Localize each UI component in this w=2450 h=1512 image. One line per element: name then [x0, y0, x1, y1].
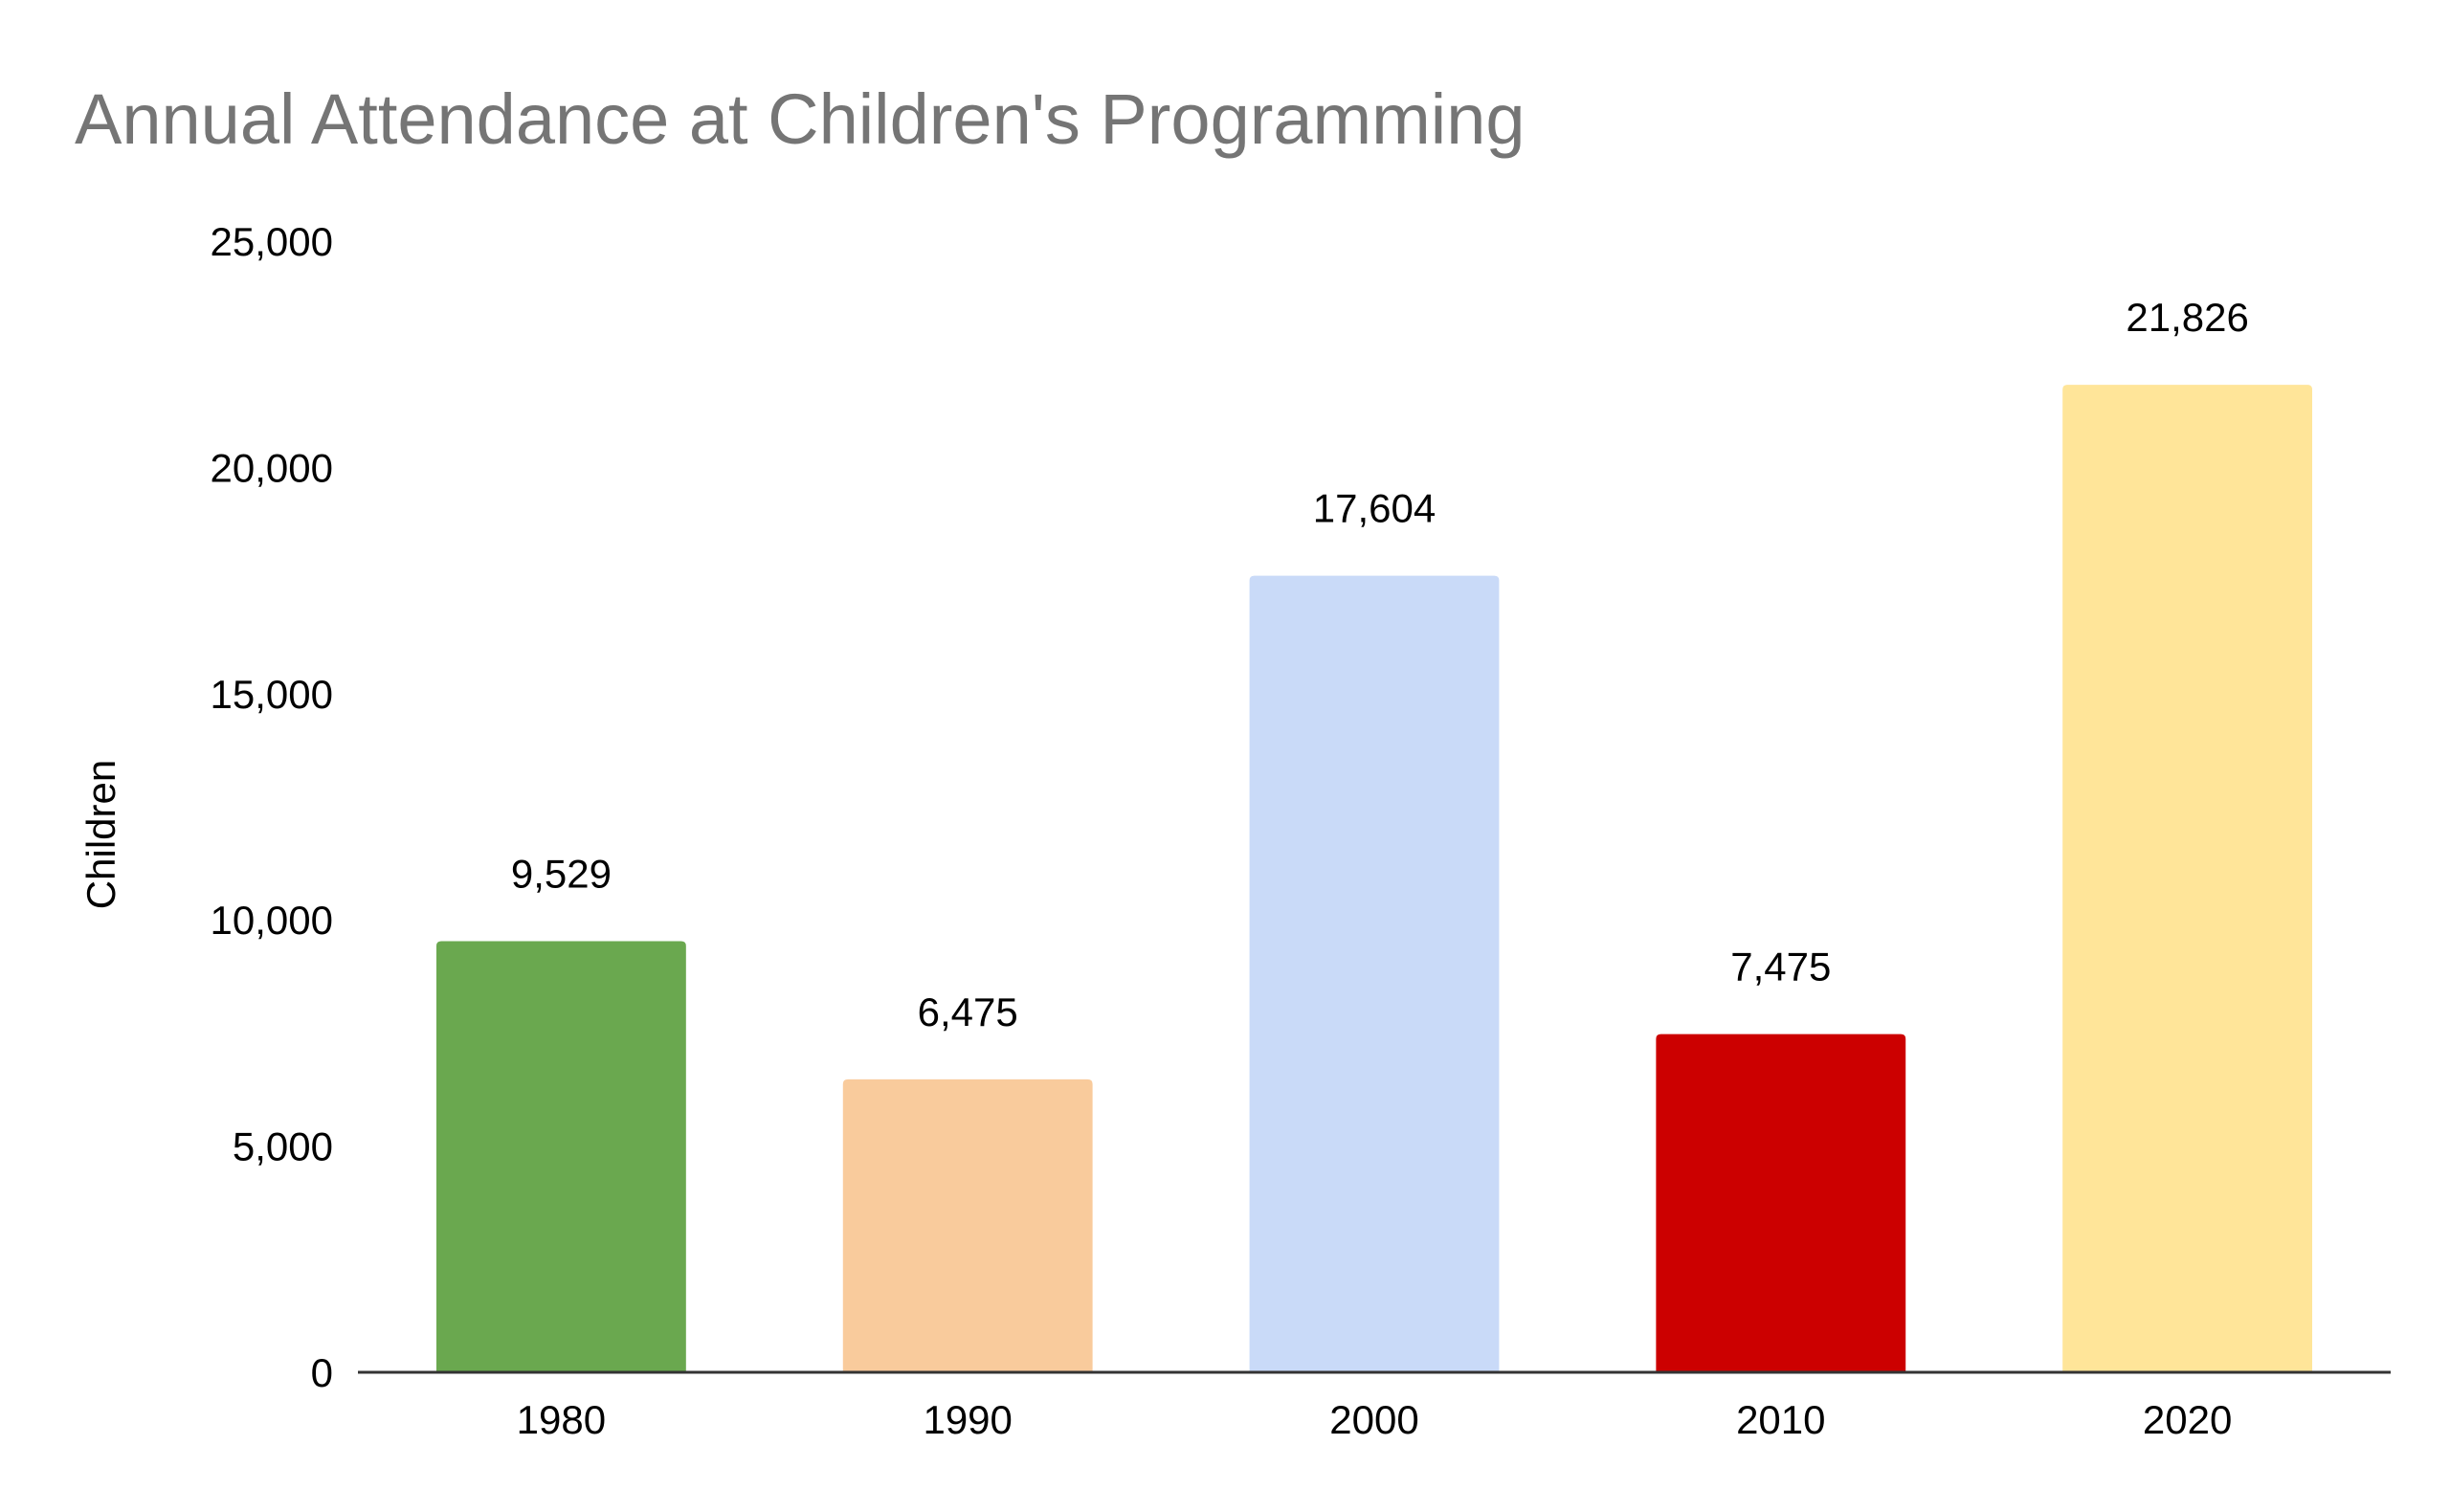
x-tick-label: 1980	[517, 1397, 606, 1442]
bar-2020	[2062, 385, 2313, 1373]
y-tick-label: 5,000	[233, 1124, 333, 1169]
x-tick-label: 2020	[2143, 1397, 2232, 1442]
bar-2000	[1249, 575, 1500, 1372]
y-axis-ticks: 0 5,000 10,000 15,000 20,000 25,000	[211, 219, 333, 1395]
chart-title: Annual Attendance at Children's Programm…	[75, 79, 1526, 159]
x-axis-ticks: 1980 1990 2000 2010 2020	[517, 1397, 2233, 1442]
y-tick-label: 20,000	[211, 445, 333, 490]
y-tick-label: 25,000	[211, 219, 333, 264]
y-tick-label: 15,000	[211, 672, 333, 717]
data-label: 17,604	[1313, 486, 1436, 531]
x-tick-label: 2010	[1736, 1397, 1825, 1442]
data-label: 7,475	[1730, 945, 1831, 989]
data-label: 21,826	[2126, 295, 2248, 340]
bar-1990	[842, 1078, 1093, 1372]
y-axis-label: Children	[78, 760, 123, 909]
y-tick-label: 0	[311, 1350, 333, 1395]
x-tick-label: 2000	[1329, 1397, 1418, 1442]
bars	[435, 385, 2313, 1373]
x-tick-label: 1990	[923, 1397, 1012, 1442]
data-labels: 9,529 6,475 17,604 7,475 21,826	[511, 295, 2249, 1034]
y-tick-label: 10,000	[211, 898, 333, 943]
bar-1980	[435, 941, 686, 1372]
data-label: 6,475	[918, 989, 1018, 1034]
data-label: 9,529	[511, 851, 612, 896]
bar-2010	[1656, 1034, 1906, 1372]
